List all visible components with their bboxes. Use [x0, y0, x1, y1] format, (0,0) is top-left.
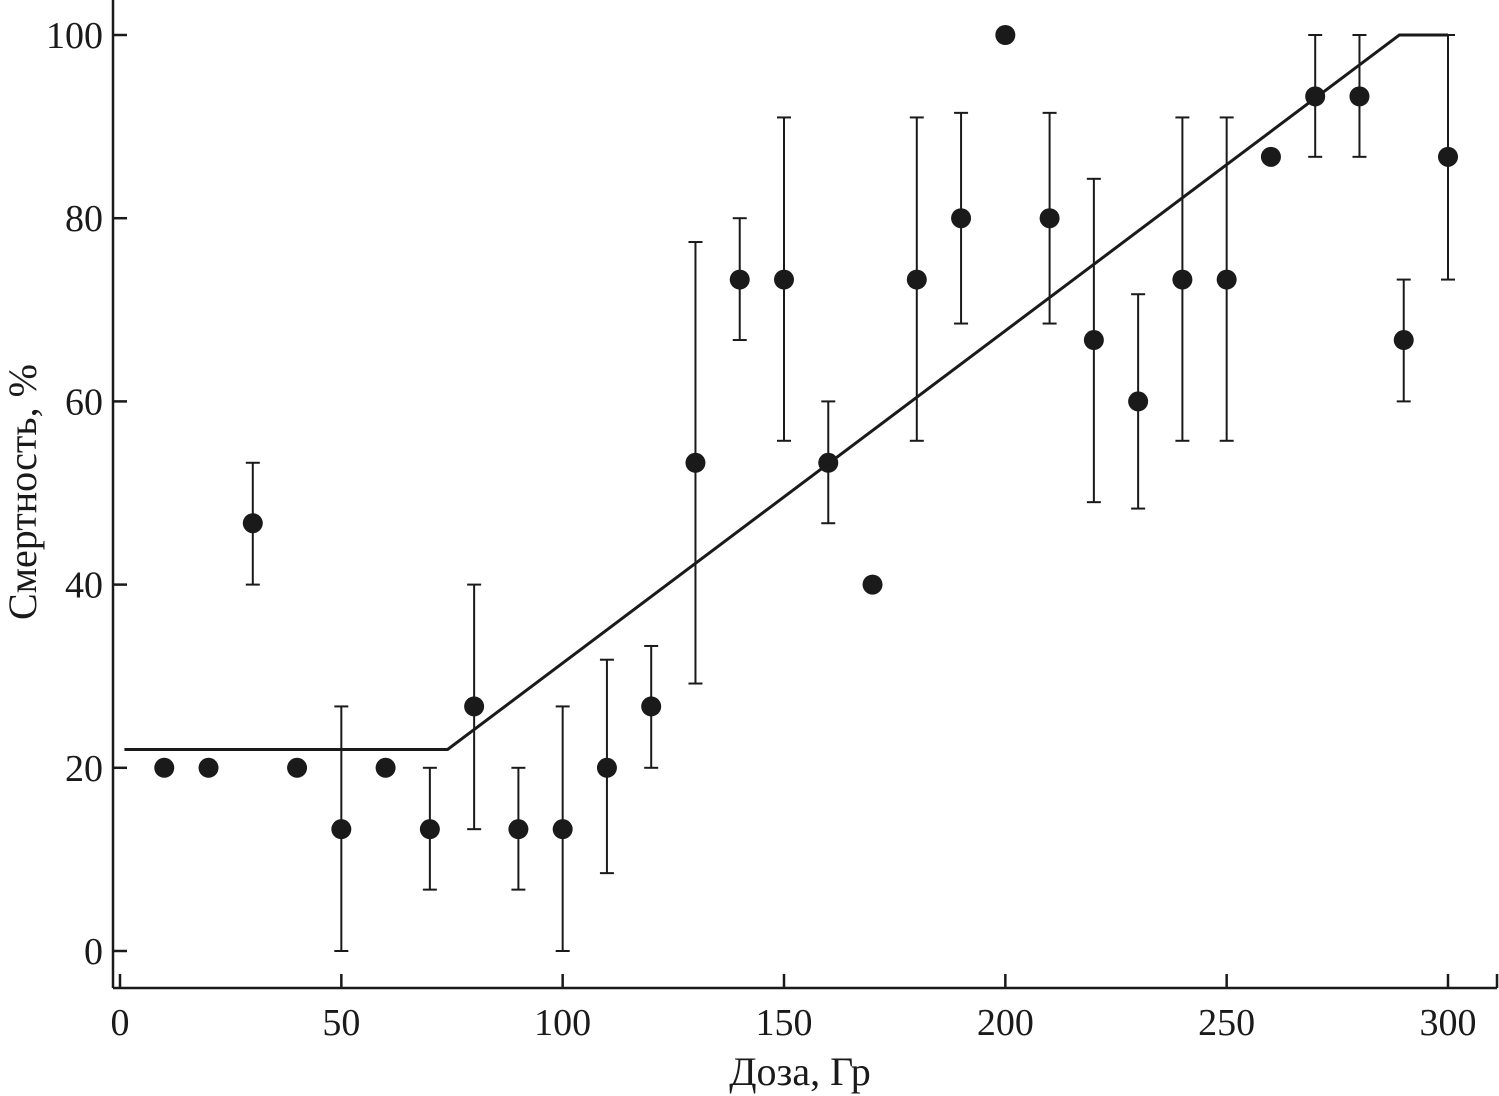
y-tick-label: 20 — [65, 748, 103, 790]
data-point — [1349, 86, 1370, 107]
data-point — [287, 757, 308, 778]
x-tick-label: 300 — [1420, 1002, 1477, 1044]
data-point — [1305, 86, 1326, 107]
data-point — [1172, 269, 1193, 290]
data-point — [862, 574, 883, 595]
axes — [111, 0, 1499, 990]
x-tick-label: 0 — [111, 1002, 130, 1044]
fit-line-layer — [124, 33, 1448, 751]
data-point — [375, 757, 396, 778]
data-point — [419, 819, 440, 840]
x-tick-label: 50 — [322, 1002, 360, 1044]
data-point — [1393, 330, 1414, 351]
data-point — [1438, 146, 1458, 167]
y-tick-label: 0 — [84, 931, 103, 973]
data-point — [951, 208, 972, 229]
fit-line — [124, 33, 1448, 751]
data-point — [1128, 391, 1149, 412]
data-point — [464, 696, 485, 717]
y-tick-label: 60 — [65, 381, 103, 423]
data-point — [995, 25, 1016, 45]
x-axis-label: Доза, Гр — [729, 1049, 870, 1094]
x-tick-label: 100 — [534, 1002, 591, 1044]
y-tick-label: 40 — [65, 565, 103, 607]
data-point — [198, 757, 219, 778]
tick-labels-layer: 0 50 100 150 200 250 300 0 20 40 60 80 100 — [46, 15, 1477, 1044]
data-point — [818, 452, 839, 473]
data-point — [1260, 146, 1281, 167]
data-point — [508, 819, 529, 840]
x-tick-label: 250 — [1198, 1002, 1255, 1044]
error-bars-layer — [245, 34, 1455, 952]
x-tick-label: 150 — [756, 1002, 813, 1044]
data-point — [1216, 269, 1237, 290]
data-point — [242, 513, 263, 534]
x-tick-label: 200 — [977, 1002, 1034, 1044]
data-point — [1039, 208, 1060, 229]
y-tick-label: 100 — [46, 15, 103, 57]
data-point — [729, 269, 750, 290]
y-axis-label: Смертность, % — [0, 364, 45, 620]
data-point — [552, 819, 573, 840]
data-point — [641, 696, 662, 717]
data-point — [154, 757, 175, 778]
data-point — [685, 452, 706, 473]
y-tick-label: 80 — [65, 198, 103, 240]
data-point — [774, 269, 794, 290]
data-point — [1083, 330, 1104, 351]
data-points-layer — [154, 25, 1458, 840]
data-point — [906, 269, 927, 290]
data-point — [596, 757, 617, 778]
data-point — [331, 819, 352, 840]
